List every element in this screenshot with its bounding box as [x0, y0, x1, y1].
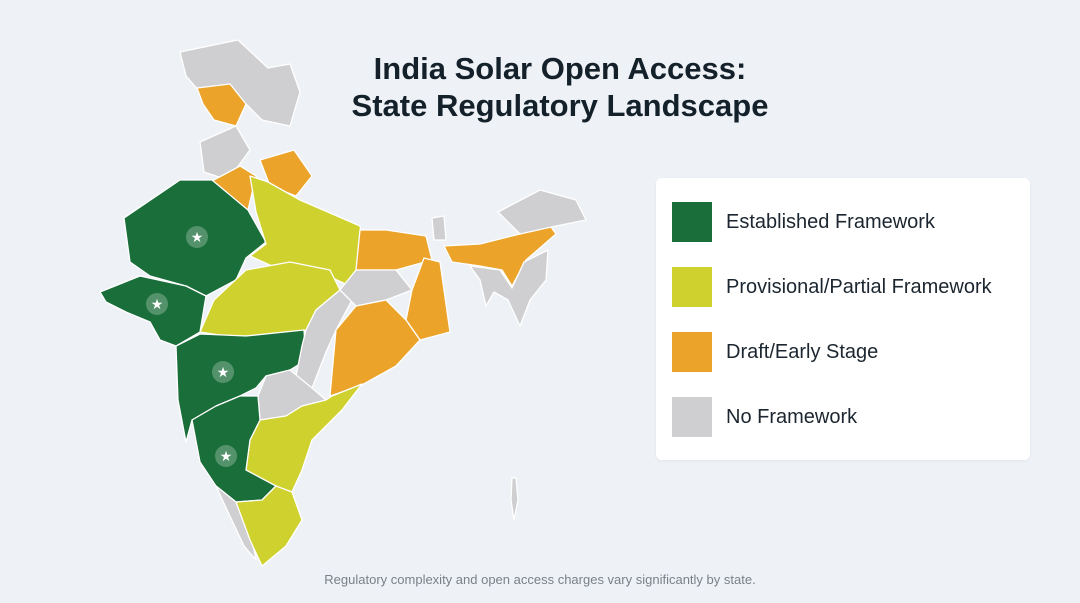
state-andaman-nicobar — [510, 477, 519, 521]
svg-text:★: ★ — [191, 229, 204, 245]
legend-swatch — [672, 332, 712, 372]
state-northeast-hill-states — [469, 249, 549, 327]
svg-text:★: ★ — [220, 448, 233, 464]
legend-item-provisional: Provisional/Partial Framework — [672, 267, 992, 307]
state-assam — [443, 219, 557, 287]
page-title: India Solar Open Access: State Regulator… — [290, 50, 830, 124]
state-sikkim — [431, 215, 447, 241]
star-icon: ★ — [186, 226, 208, 248]
state-arunachal-pradesh — [497, 189, 587, 235]
state-chhattisgarh — [295, 289, 353, 389]
state-punjab — [199, 125, 251, 181]
title-line-2: State Regulatory Landscape — [351, 88, 769, 123]
legend-item-established: Established Framework — [672, 202, 935, 242]
title-line-1: India Solar Open Access: — [373, 51, 747, 86]
state-west-bengal — [405, 257, 451, 341]
svg-text:★: ★ — [217, 364, 230, 380]
svg-text:★: ★ — [151, 296, 164, 312]
legend-swatch — [672, 397, 712, 437]
legend-swatch — [672, 267, 712, 307]
state-rajasthan — [123, 179, 267, 297]
legend-item-none: No Framework — [672, 397, 857, 437]
legend-label: Draft/Early Stage — [726, 340, 879, 363]
state-maharashtra — [175, 329, 307, 443]
legend: Established Framework Provisional/Partia… — [656, 178, 1030, 460]
legend-label: Established Framework — [726, 210, 935, 233]
legend-label: Provisional/Partial Framework — [726, 275, 992, 298]
legend-swatch — [672, 202, 712, 242]
state-bihar — [355, 229, 433, 271]
legend-label: No Framework — [726, 405, 858, 428]
star-icon: ★ — [215, 445, 237, 467]
state-tamil-nadu — [235, 485, 303, 567]
legend-item-draft: Draft/Early Stage — [672, 332, 878, 372]
footer-note: Regulatory complexity and open access ch… — [324, 572, 756, 587]
star-icon: ★ — [212, 361, 234, 383]
star-icon: ★ — [146, 293, 168, 315]
